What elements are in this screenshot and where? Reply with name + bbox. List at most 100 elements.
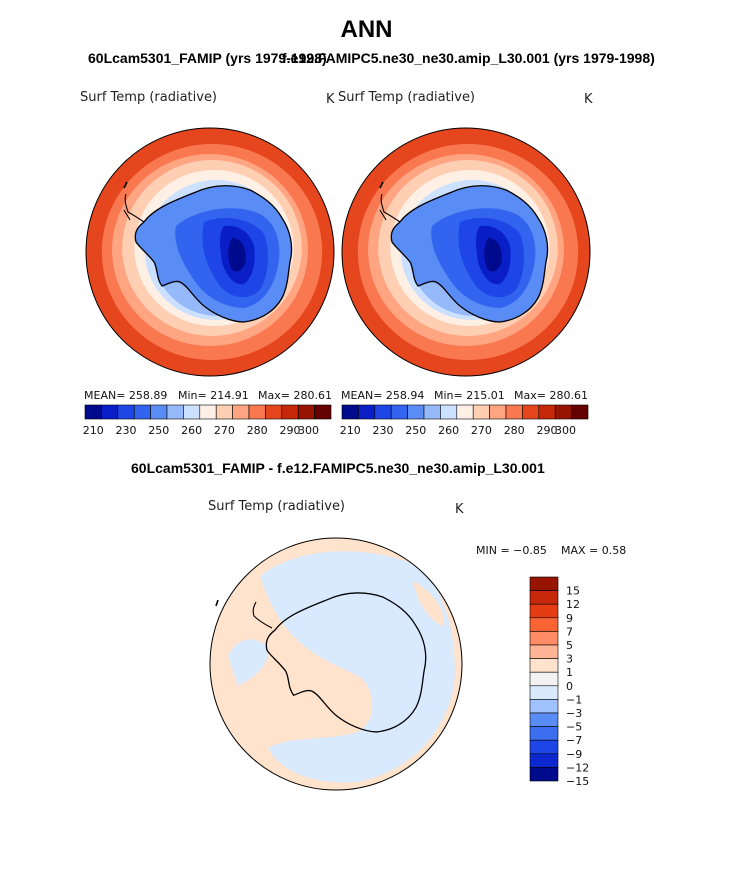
colorbar-swatch	[529, 644, 559, 659]
colorbar-tick-label: −15	[566, 775, 589, 788]
diff-max: MAX = 0.58	[561, 544, 627, 557]
colorbar-tick-label: 230	[116, 424, 137, 437]
colorbar-swatch	[407, 404, 425, 420]
interior-level	[484, 238, 502, 272]
diff-min: MIN = −0.85	[476, 544, 547, 557]
colorbar-tick-label: 12	[566, 598, 580, 611]
colorbar-swatch	[571, 404, 589, 420]
island	[123, 181, 128, 189]
left-max: Max= 280.61	[258, 389, 332, 402]
colorbar-tick-label: −12	[566, 761, 589, 774]
colorbar-tick-label: 3	[566, 653, 573, 666]
colorbar-tick-label: 300	[555, 424, 576, 437]
colorbar-swatch	[529, 699, 559, 714]
colorbar-swatch	[358, 404, 376, 420]
peninsula-coastline	[379, 193, 401, 223]
colorbar-swatch	[522, 404, 540, 420]
right-run-title: f.e12.FAMIPC5.ne30_ne30.amip_L30.001 (yr…	[282, 50, 655, 66]
interior-level	[228, 238, 246, 272]
colorbar-swatch	[489, 404, 507, 420]
colorbar-tick-label: 250	[148, 424, 169, 437]
colorbar-tick-label: 210	[83, 424, 104, 437]
colorbar-swatch	[472, 404, 490, 420]
colorbar-swatch	[199, 404, 217, 420]
colorbar-swatch	[84, 404, 102, 420]
difference-title: 60Lcam5301_FAMIP - f.e12.FAMIPC5.ne30_ne…	[131, 460, 545, 476]
colorbar-swatch	[248, 404, 266, 420]
colorbar-swatch	[265, 404, 283, 420]
colorbar-tick-label: −3	[566, 707, 582, 720]
colorbar-swatch	[117, 404, 135, 420]
colorbar-tick-label: 9	[566, 612, 573, 625]
colorbar-tick-label: 5	[566, 639, 573, 652]
colorbar-swatch	[232, 404, 250, 420]
colorbar-tick-label: 270	[471, 424, 492, 437]
colorbar-swatch	[314, 404, 332, 420]
difference-map	[209, 537, 463, 791]
colorbar-swatch	[166, 404, 184, 420]
right-max: Max= 280.61	[514, 389, 588, 402]
colorbar-swatch	[390, 404, 408, 420]
colorbar-swatch	[505, 404, 523, 420]
colorbar-tick-label: 280	[504, 424, 525, 437]
colorbar-swatch	[529, 739, 559, 755]
colorbar-tick-label: 0	[566, 680, 573, 693]
left-map	[85, 127, 335, 377]
right-plot-field-label: Surf Temp (radiative)	[338, 90, 476, 105]
colorbar-tick-label: 270	[214, 424, 235, 437]
colorbar-tick-label: 210	[340, 424, 361, 437]
colorbar-swatch	[529, 576, 559, 591]
colorbar-swatch	[101, 404, 119, 420]
left-plot-field-label: Surf Temp (radiative)	[80, 90, 218, 105]
colorbar-swatch	[281, 404, 299, 420]
colorbar-swatch	[374, 404, 392, 420]
colorbar-swatch	[215, 404, 233, 420]
coastline	[134, 185, 293, 323]
peninsula-coastline	[252, 601, 273, 629]
colorbar-tick-label: 230	[373, 424, 394, 437]
colorbar-tick-label: 290	[280, 424, 301, 437]
diff-plot-field-label: Surf Temp (radiative)	[208, 499, 346, 514]
colorbar-swatch	[529, 603, 559, 619]
colorbar-swatch	[183, 404, 201, 420]
right-min: Min= 215.01	[434, 389, 505, 402]
colorbar-swatch	[341, 404, 359, 420]
colorbar-tick-label: 280	[247, 424, 268, 437]
right-mean: MEAN= 258.94	[341, 389, 425, 402]
colorbar-tick-label: 290	[537, 424, 558, 437]
colorbar-swatch	[529, 658, 559, 673]
colorbar-tick-label: 250	[405, 424, 426, 437]
colorbar-swatch	[529, 685, 559, 700]
coastline	[265, 592, 427, 733]
colorbar-swatch	[133, 404, 151, 420]
colorbar-tick-label: 260	[181, 424, 202, 437]
colorbar-swatch	[529, 590, 559, 605]
diff-plot-units: K	[455, 502, 464, 517]
colorbar-swatch	[529, 726, 559, 741]
peninsula-coastline	[123, 193, 145, 223]
colorbar-tick-label: 15	[566, 585, 580, 598]
colorbar-swatch	[538, 404, 556, 420]
colorbar-tick-label: 300	[298, 424, 319, 437]
colorbar-swatch	[150, 404, 168, 420]
colorbar-swatch	[529, 617, 559, 632]
colorbar-swatch	[423, 404, 441, 420]
figure-title: ANN	[340, 16, 393, 43]
colorbar-swatch	[440, 404, 458, 420]
colorbar-tick-label: 1	[566, 666, 573, 679]
right-plot-units: K	[584, 92, 593, 107]
left-run-title: 60Lcam5301_FAMIP (yrs 1979-1998)	[88, 50, 327, 66]
colorbar-swatch	[529, 671, 559, 687]
left-plot-units: K	[326, 92, 335, 107]
colorbar-tick-label: 7	[566, 625, 573, 638]
colorbar-tick-label: −7	[566, 734, 582, 747]
colorbar-swatch	[529, 712, 559, 727]
left-mean: MEAN= 258.89	[84, 389, 168, 402]
right-map	[341, 127, 591, 377]
left-min: Min= 214.91	[178, 389, 249, 402]
colorbar-swatch	[456, 404, 474, 420]
colorbar-tick-label: 260	[438, 424, 459, 437]
